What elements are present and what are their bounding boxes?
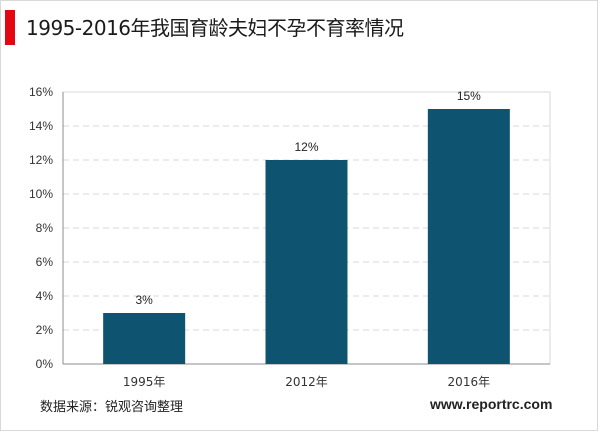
website-url: www.reportrc.com — [430, 396, 553, 412]
bar-data-label: 3% — [135, 293, 153, 307]
y-tick-label: 14% — [29, 119, 53, 133]
y-tick-label: 0% — [36, 357, 54, 371]
y-tick-label: 4% — [36, 289, 54, 303]
bar — [427, 109, 510, 364]
x-tick-label: 2012年 — [285, 375, 328, 389]
data-source-note: 数据来源：锐观咨询整理 — [40, 400, 184, 415]
title-accent-bar — [5, 10, 15, 45]
y-tick-label: 10% — [29, 187, 53, 201]
bar-data-label: 12% — [294, 140, 318, 154]
x-tick-label: 2016年 — [448, 375, 491, 389]
bar-data-label: 15% — [457, 89, 481, 103]
bar — [265, 160, 348, 364]
chart-title: 1995-2016年我国育龄夫妇不孕不育率情况 — [26, 16, 404, 40]
y-tick-label: 16% — [29, 85, 53, 99]
y-tick-label: 8% — [36, 221, 54, 235]
x-tick-label: 1995年 — [123, 375, 166, 389]
y-tick-label: 6% — [36, 255, 54, 269]
bar — [103, 313, 186, 364]
y-tick-label: 12% — [29, 153, 53, 167]
y-tick-label: 2% — [36, 323, 54, 337]
